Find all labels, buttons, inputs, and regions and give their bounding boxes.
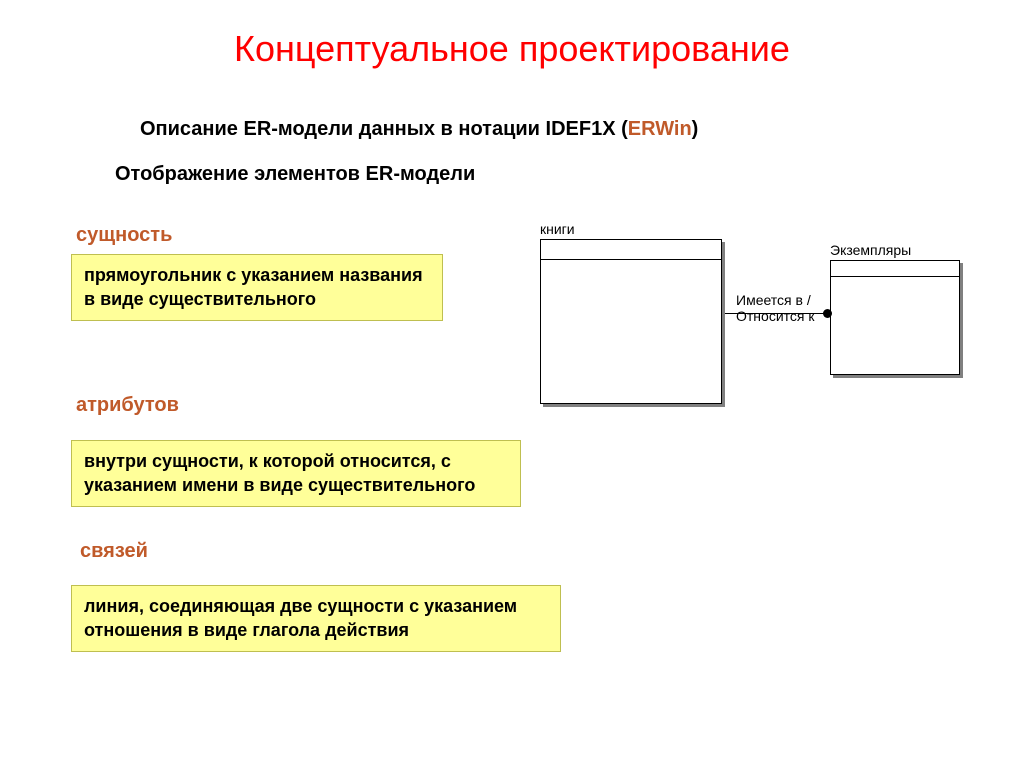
- entity2-label: Экземпляры: [830, 242, 911, 258]
- entity1-label: книги: [540, 221, 575, 237]
- er-diagram: книги Экземпляры Имеется в / Относится к: [530, 218, 990, 418]
- label-entity: сущность: [76, 224, 172, 247]
- entity2-box: [830, 260, 960, 375]
- relation-text-line1: Имеется в /: [736, 292, 811, 308]
- entity2-header: [831, 261, 959, 277]
- relation-text-line2: Относится к: [736, 308, 815, 324]
- box-relations-desc: линия, соединяющая две сущности с указан…: [71, 585, 561, 652]
- label-relations: связей: [80, 540, 148, 563]
- box-attributes-desc: внутри сущности, к которой относится, с …: [71, 440, 521, 507]
- subtitle-prefix: Описание ER-модели данных в нотации IDEF…: [140, 118, 628, 140]
- label-attributes: атрибутов: [76, 394, 179, 417]
- box-entity-desc: прямоугольник с указанием названия в вид…: [71, 254, 443, 321]
- entity1-header: [541, 240, 721, 260]
- entity1-box: [540, 239, 722, 404]
- subtitle-suffix: ): [692, 118, 699, 140]
- relation-dot: [823, 309, 832, 318]
- subtitle-mapping: Отображение элементов ER-модели: [115, 163, 475, 186]
- erwin-word: ERWin: [628, 118, 692, 140]
- relation-text: Имеется в / Относится к: [736, 292, 815, 324]
- subtitle-er-description: Описание ER-модели данных в нотации IDEF…: [140, 118, 698, 141]
- slide-title: Концептуальное проектирование: [0, 0, 1024, 70]
